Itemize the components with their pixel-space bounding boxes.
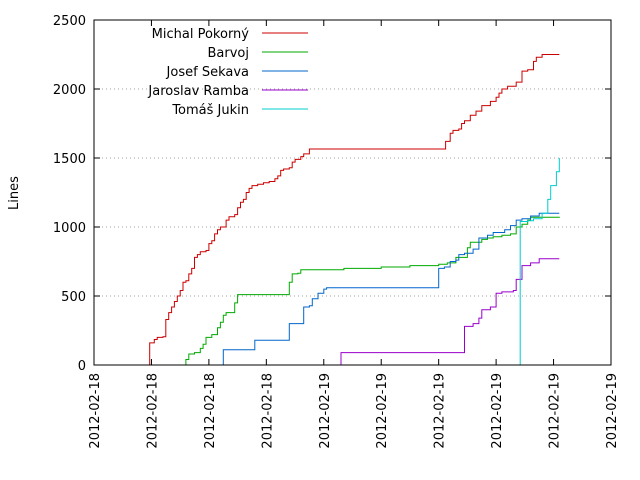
x-tick-label: 2012-02-18 — [145, 373, 160, 449]
y-tick-label: 2500 — [53, 14, 86, 29]
x-tick-label: 2012-02-19 — [490, 373, 505, 449]
series-layer — [145, 54, 560, 366]
y-tick-label: 0 — [78, 359, 86, 374]
y-tick-label: 2000 — [53, 83, 86, 98]
y-tick-label: 500 — [61, 290, 86, 305]
legend-label: Josef Sekava — [166, 65, 249, 80]
x-tick-label: 2012-02-18 — [260, 373, 275, 449]
x-tick-label: 2012-02-18 — [88, 373, 103, 449]
x-tick-label: 2012-02-19 — [433, 373, 448, 449]
y-tick-label: 1500 — [53, 152, 86, 167]
series-line — [183, 216, 560, 366]
x-tick-label: 2012-02-19 — [318, 373, 333, 449]
x-tick-label: 2012-02-19 — [605, 373, 620, 449]
x-tick-label: 2012-02-19 — [548, 373, 563, 449]
y-tick-label: 1000 — [53, 221, 86, 236]
legend-label: Michal Pokorný — [152, 27, 250, 42]
x-tick-label: 2012-02-19 — [375, 373, 390, 449]
series-line — [519, 158, 560, 366]
legend-label: Jaroslav Ramba — [147, 84, 249, 99]
series-line — [338, 258, 560, 366]
legend-label: Tomáš Jukin — [171, 103, 249, 118]
plot-frame — [93, 19, 612, 366]
x-tick-label: 2012-02-18 — [203, 373, 218, 449]
y-tick-labels: 0 500 1000 1500 2000 2500 — [53, 14, 86, 374]
x-tick-labels: 2012-02-18 2012-02-18 2012-02-18 2012-02-18… — [88, 373, 620, 449]
series-line — [206, 212, 560, 366]
grid-lines — [94, 88, 611, 297]
axis-ticks — [93, 19, 612, 366]
y-axis-label: Lines — [7, 176, 22, 210]
legend: Michal Pokorný Barvoj Josef Sekava Jaroslav… — [147, 27, 308, 118]
legend-label: Barvoj — [208, 46, 250, 61]
series-line — [145, 54, 560, 366]
